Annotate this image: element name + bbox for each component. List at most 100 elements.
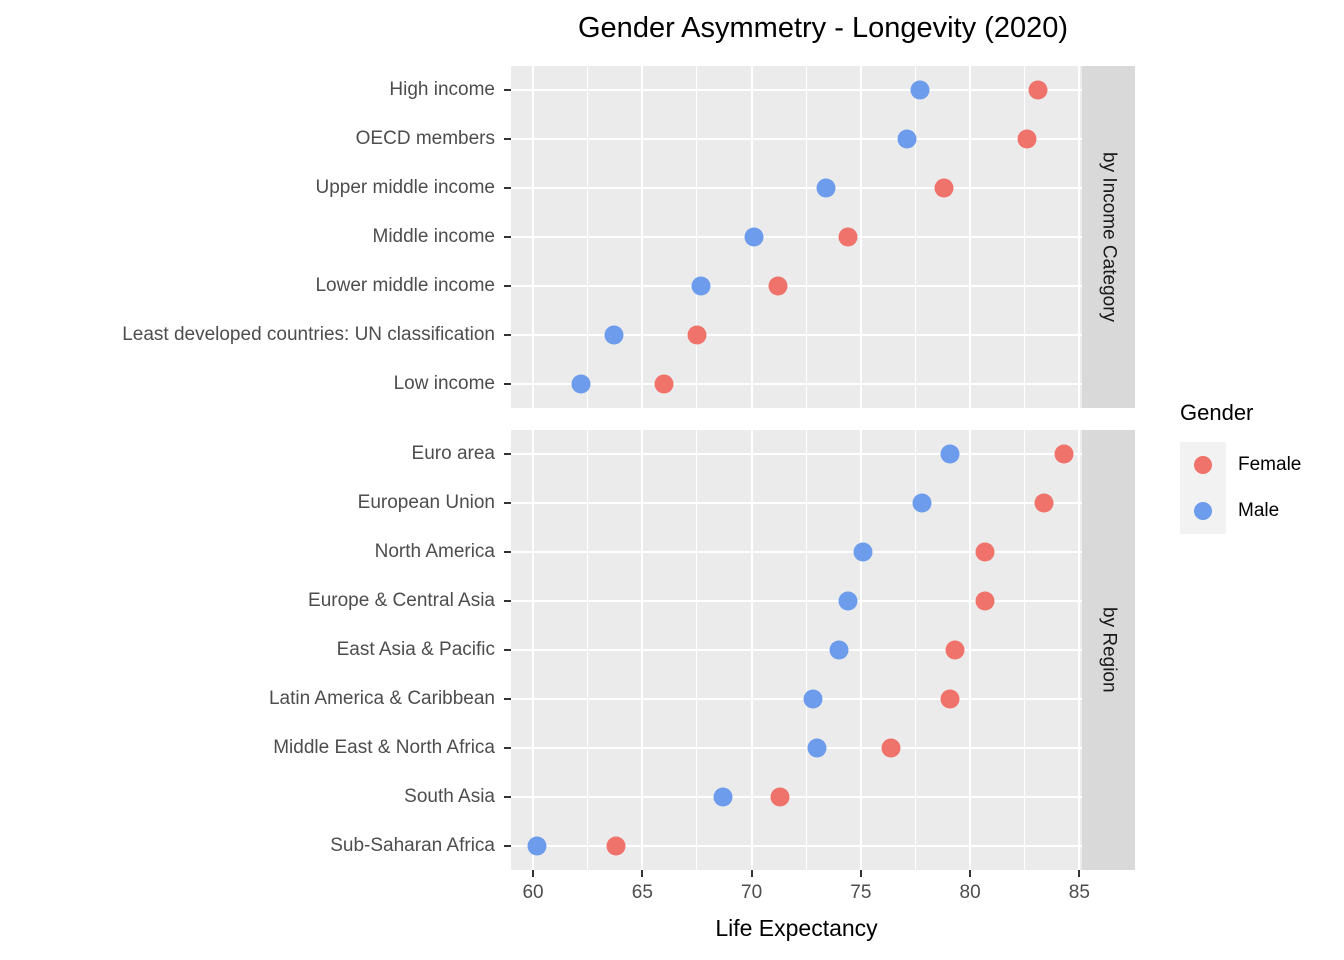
y-tick-mark — [504, 236, 511, 238]
legend-entry-female: Female — [1180, 442, 1301, 488]
y-tick-mark — [504, 453, 511, 456]
category-label: North America — [374, 541, 495, 563]
data-point-male — [940, 444, 960, 464]
data-point-male — [527, 836, 547, 856]
facet-strip-region: by Region — [1082, 430, 1135, 870]
chart-title: Gender Asymmetry - Longevity (2020) — [578, 12, 1068, 44]
y-tick-mark — [504, 89, 511, 92]
data-point-male — [713, 787, 733, 807]
data-point-female — [770, 787, 790, 807]
y-tick-mark — [504, 844, 511, 847]
category-label: East Asia & Pacific — [336, 639, 495, 660]
data-point-female — [940, 689, 960, 709]
facet-strip-region-label: by Region — [1098, 607, 1120, 693]
gridline-category — [511, 746, 1082, 749]
data-point-male — [816, 178, 836, 198]
facet-panel-income — [511, 66, 1082, 408]
facet-strip-income: by Income Category — [1082, 66, 1135, 408]
legend-dot-icon — [1194, 456, 1212, 474]
data-point-female — [1054, 444, 1074, 464]
gridline-category — [511, 187, 1082, 190]
data-point-male — [807, 738, 827, 758]
gridline-category — [511, 333, 1082, 336]
data-point-female — [687, 325, 707, 345]
legend-key — [1180, 488, 1226, 534]
data-point-female — [975, 591, 995, 611]
y-tick-mark — [504, 649, 511, 651]
category-label: Low income — [393, 372, 495, 394]
gridline-category — [511, 89, 1082, 92]
data-point-male — [744, 227, 764, 247]
data-point-male — [853, 542, 873, 562]
y-tick-mark — [504, 333, 511, 336]
x-tick-label: 75 — [850, 882, 872, 903]
facet-strip-income-label: by Income Category — [1098, 151, 1120, 323]
gridline-category — [511, 600, 1082, 603]
y-tick-mark — [504, 284, 511, 287]
category-label: Sub-Saharan Africa — [330, 834, 495, 856]
x-tick-mark — [969, 870, 972, 877]
data-point-female — [1034, 493, 1054, 513]
y-tick-mark — [504, 502, 511, 505]
y-tick-mark — [504, 697, 511, 700]
legend-label: Male — [1238, 500, 1280, 521]
y-tick-mark — [504, 795, 511, 798]
category-label: Latin America & Caribbean — [268, 687, 495, 709]
x-tick-mark — [859, 870, 862, 877]
legend: Gender Female Male — [1180, 400, 1301, 534]
gridline-category — [511, 697, 1082, 700]
gridline-category — [511, 284, 1082, 287]
data-point-male — [912, 493, 932, 513]
category-label: OECD members — [355, 128, 495, 150]
x-axis-title: Life Expectancy — [715, 915, 878, 941]
category-label: Lower middle income — [315, 274, 495, 296]
gridline-category — [511, 795, 1082, 798]
gridline-category — [511, 138, 1082, 141]
legend-title: Gender — [1180, 400, 1254, 425]
gridline-category — [511, 502, 1082, 505]
x-tick-mark — [750, 870, 753, 877]
data-point-female — [945, 640, 965, 660]
y-tick-mark — [504, 746, 511, 749]
data-point-male — [897, 129, 917, 149]
gridline-category — [511, 382, 1082, 385]
data-point-male — [571, 374, 591, 394]
category-label: Europe & Central Asia — [308, 590, 495, 612]
y-tick-mark — [504, 551, 511, 554]
gridline-category — [511, 844, 1082, 847]
data-point-female — [1017, 129, 1037, 149]
category-label: Euro area — [411, 443, 495, 465]
x-tick-mark — [532, 870, 535, 877]
category-label: Middle income — [372, 226, 496, 247]
data-point-female — [654, 374, 674, 394]
category-label: Upper middle income — [315, 177, 495, 199]
legend-label: Female — [1238, 454, 1302, 475]
facet-panel-region — [511, 430, 1082, 870]
x-tick-label: 85 — [1068, 882, 1090, 903]
data-point-female — [1028, 80, 1048, 100]
legend-key — [1180, 442, 1226, 488]
data-point-female — [881, 738, 901, 758]
category-label: European Union — [357, 492, 495, 514]
legend-entry-male: Male — [1180, 488, 1301, 534]
data-point-male — [604, 325, 624, 345]
data-point-female — [975, 542, 995, 562]
gridline-category — [511, 453, 1082, 456]
data-point-female — [606, 836, 626, 856]
x-tick-label: 80 — [959, 882, 981, 903]
x-tick-mark — [641, 870, 644, 877]
legend-entries: Female Male — [1180, 442, 1301, 534]
x-tick-label: 65 — [631, 882, 653, 903]
legend-dot-icon — [1194, 502, 1212, 520]
y-tick-mark — [504, 187, 511, 190]
data-point-female — [768, 276, 788, 296]
y-tick-mark — [504, 138, 511, 141]
x-tick-label: 70 — [741, 882, 763, 903]
category-label: Middle East & North Africa — [273, 736, 495, 758]
data-point-female — [838, 227, 858, 247]
y-tick-mark — [504, 382, 511, 385]
y-tick-mark — [504, 600, 511, 603]
gridline-category — [511, 236, 1082, 238]
data-point-male — [803, 689, 823, 709]
